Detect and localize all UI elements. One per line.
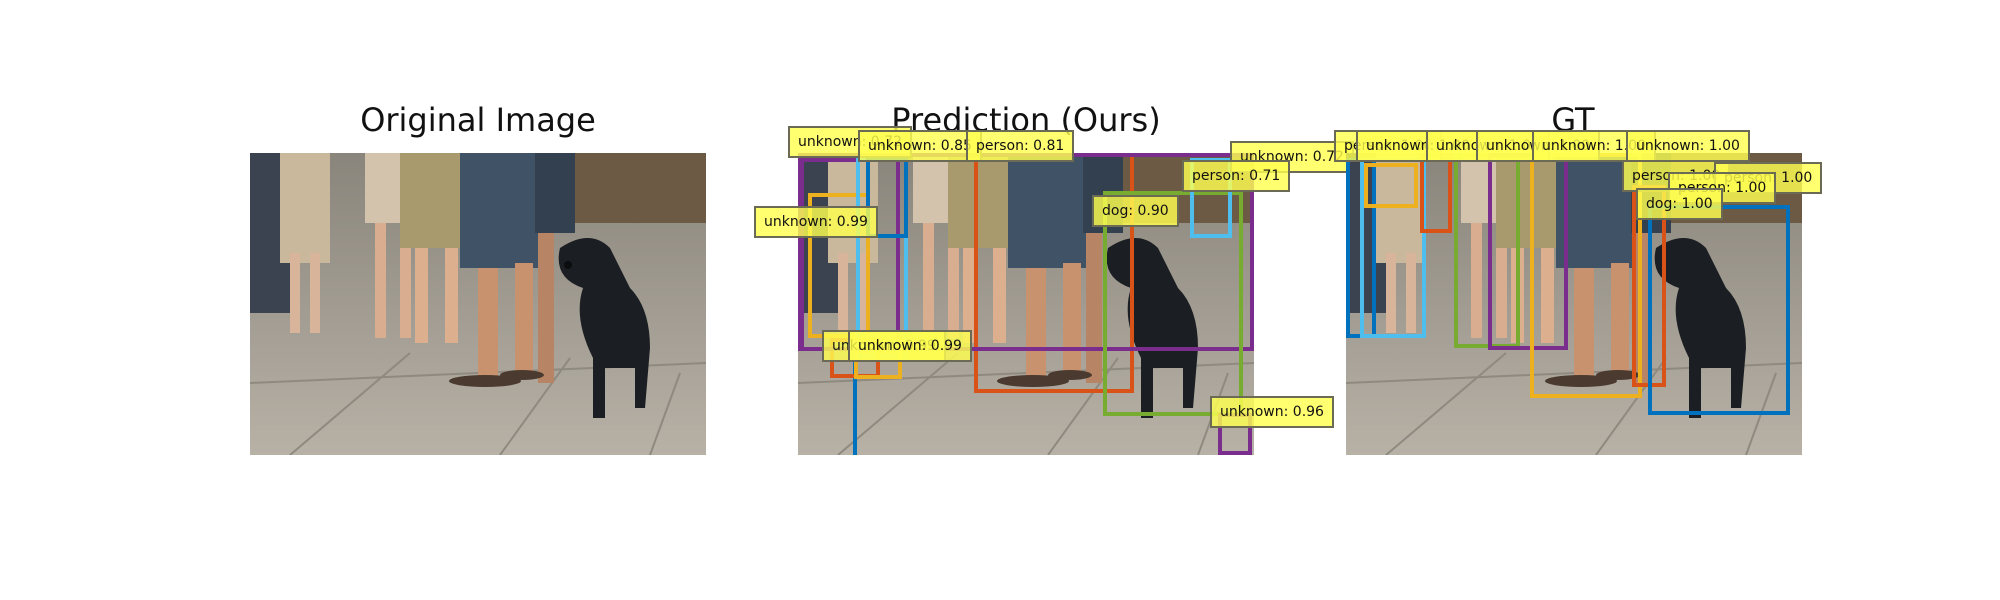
prediction-panel-title: Prediction (Ours) [891, 101, 1161, 139]
original-panel-title: Original Image [360, 101, 596, 139]
gt-photo: person: 1.00 unknown: 1.00 unknown: 1.00… [1334, 130, 1823, 455]
street-scene-image [250, 153, 706, 455]
street-scene-image [798, 153, 1254, 455]
gt-panel-title: GT [1551, 101, 1595, 139]
original-photo [250, 153, 706, 455]
street-scene-image [1346, 153, 1802, 455]
prediction-photo: unknown: 0.72 unknown: 0.85 person: 0.81… [754, 126, 1354, 455]
